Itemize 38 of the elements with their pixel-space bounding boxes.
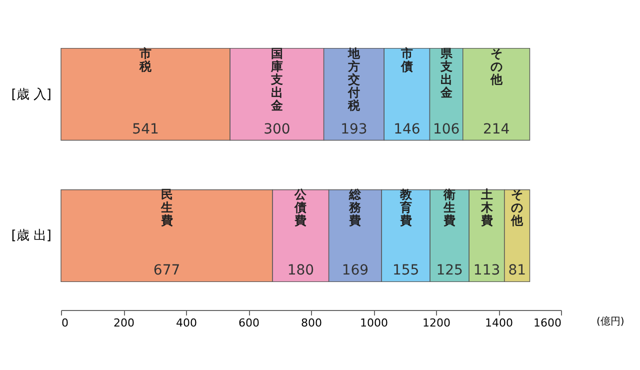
- x-tick-label: 1600: [534, 316, 562, 330]
- series-label: 総務費: [348, 188, 362, 228]
- series-label: 市税: [138, 46, 153, 74]
- series-label: 地方交付税: [346, 46, 361, 112]
- x-axis-title: (億円): [596, 316, 624, 328]
- series-label: 市債: [400, 46, 413, 74]
- data-label: 541: [132, 121, 159, 138]
- data-label: 300: [264, 121, 290, 138]
- series-label: 民生費: [160, 188, 173, 228]
- data-label: 146: [394, 121, 420, 138]
- series-label: 衛生費: [442, 188, 456, 228]
- series-label: 公債費: [294, 188, 308, 228]
- data-label: 677: [153, 262, 180, 279]
- data-label: 106: [432, 121, 460, 138]
- data-label: 193: [340, 121, 368, 138]
- x-tick-label: 1000: [360, 316, 388, 330]
- data-label: 81: [508, 262, 526, 279]
- series-label: その他: [489, 46, 504, 86]
- data-label: 113: [473, 262, 500, 279]
- data-label: 214: [482, 121, 510, 138]
- y-tick-label: [歳 入]: [11, 87, 52, 102]
- x-tick-label: 1400: [485, 316, 513, 330]
- data-label: 125: [436, 262, 463, 279]
- data-label: 155: [392, 262, 420, 279]
- x-tick-label: 400: [176, 316, 197, 330]
- data-label: 169: [342, 262, 369, 279]
- x-tick-label: 0: [62, 316, 68, 330]
- x-tick-label: 1200: [422, 316, 450, 330]
- y-tick-label: [歳 出]: [11, 228, 52, 244]
- series-label: 土木費: [480, 188, 494, 228]
- series-label: 国庫支出金: [270, 46, 284, 112]
- series-label: 県支出金: [439, 46, 454, 100]
- series-label: その他: [510, 188, 524, 228]
- x-tick-label: 200: [114, 316, 134, 330]
- x-tick-label: 600: [238, 316, 260, 330]
- x-tick-label: 800: [301, 316, 322, 330]
- series-label: 教育費: [398, 188, 413, 228]
- data-label: 180: [287, 262, 314, 279]
